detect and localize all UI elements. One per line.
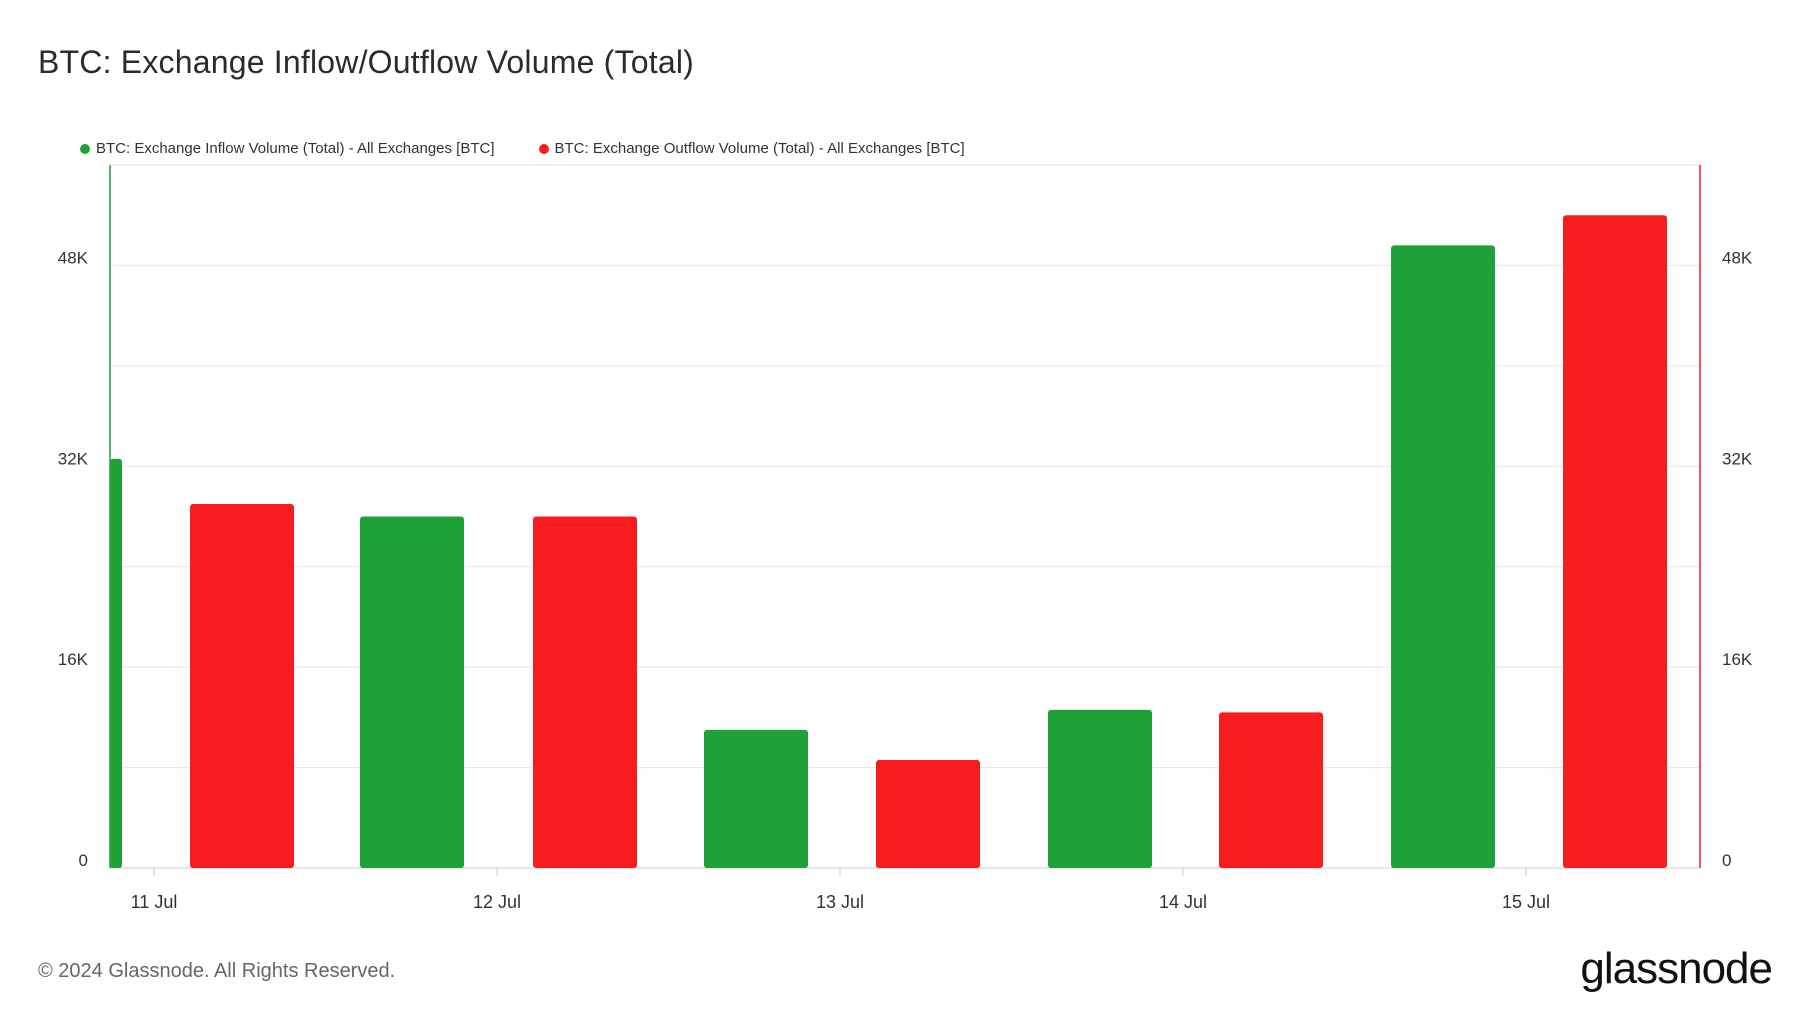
bar-inflow[interactable] [704,729,808,868]
copyright-footer: © 2024 Glassnode. All Rights Reserved. [38,960,396,982]
right-y-tick-label: 48K [1722,248,1753,267]
bar-outflow[interactable] [1563,215,1667,868]
bar-inflow[interactable] [110,458,122,868]
x-tick-label: 12 Jul [473,892,521,912]
legend-label-outflow: BTC: Exchange Outflow Volume (Total) - A… [554,140,965,157]
bar-outflow[interactable] [1219,712,1323,868]
right-y-tick-label: 16K [1722,650,1753,669]
left-y-tick-label: 48K [58,248,89,267]
legend-label-inflow: BTC: Exchange Inflow Volume (Total) - Al… [96,140,495,157]
x-tick-label: 11 Jul [131,892,178,912]
x-tick-label: 14 Jul [1159,892,1207,912]
left-y-tick-label: 0 [79,851,88,870]
bar-inflow[interactable] [360,516,464,869]
legend: BTC: Exchange Inflow Volume (Total) - Al… [80,140,965,157]
bar-outflow[interactable] [533,516,637,869]
legend-item-outflow[interactable]: BTC: Exchange Outflow Volume (Total) - A… [538,140,965,157]
bar-outflow[interactable] [876,760,980,868]
legend-dot-inflow [80,143,90,154]
legend-item-inflow[interactable]: BTC: Exchange Inflow Volume (Total) - Al… [80,140,495,157]
bar-inflow[interactable] [1048,709,1152,868]
bar-inflow[interactable] [1391,245,1495,869]
x-tick-label: 13 Jul [816,892,864,912]
chart-title: BTC: Exchange Inflow/Outflow Volume (Tot… [38,44,694,80]
legend-dot-outflow [538,143,549,154]
right-y-tick-label: 32K [1722,449,1753,468]
left-y-tick-label: 16K [58,650,89,669]
left-y-tick-label: 32K [58,449,89,468]
right-y-tick-label: 0 [1722,851,1731,870]
glassnode-logo: glassnode [1580,944,1773,993]
bar-outflow[interactable] [190,503,294,868]
x-tick-label: 15 Jul [1502,892,1550,912]
